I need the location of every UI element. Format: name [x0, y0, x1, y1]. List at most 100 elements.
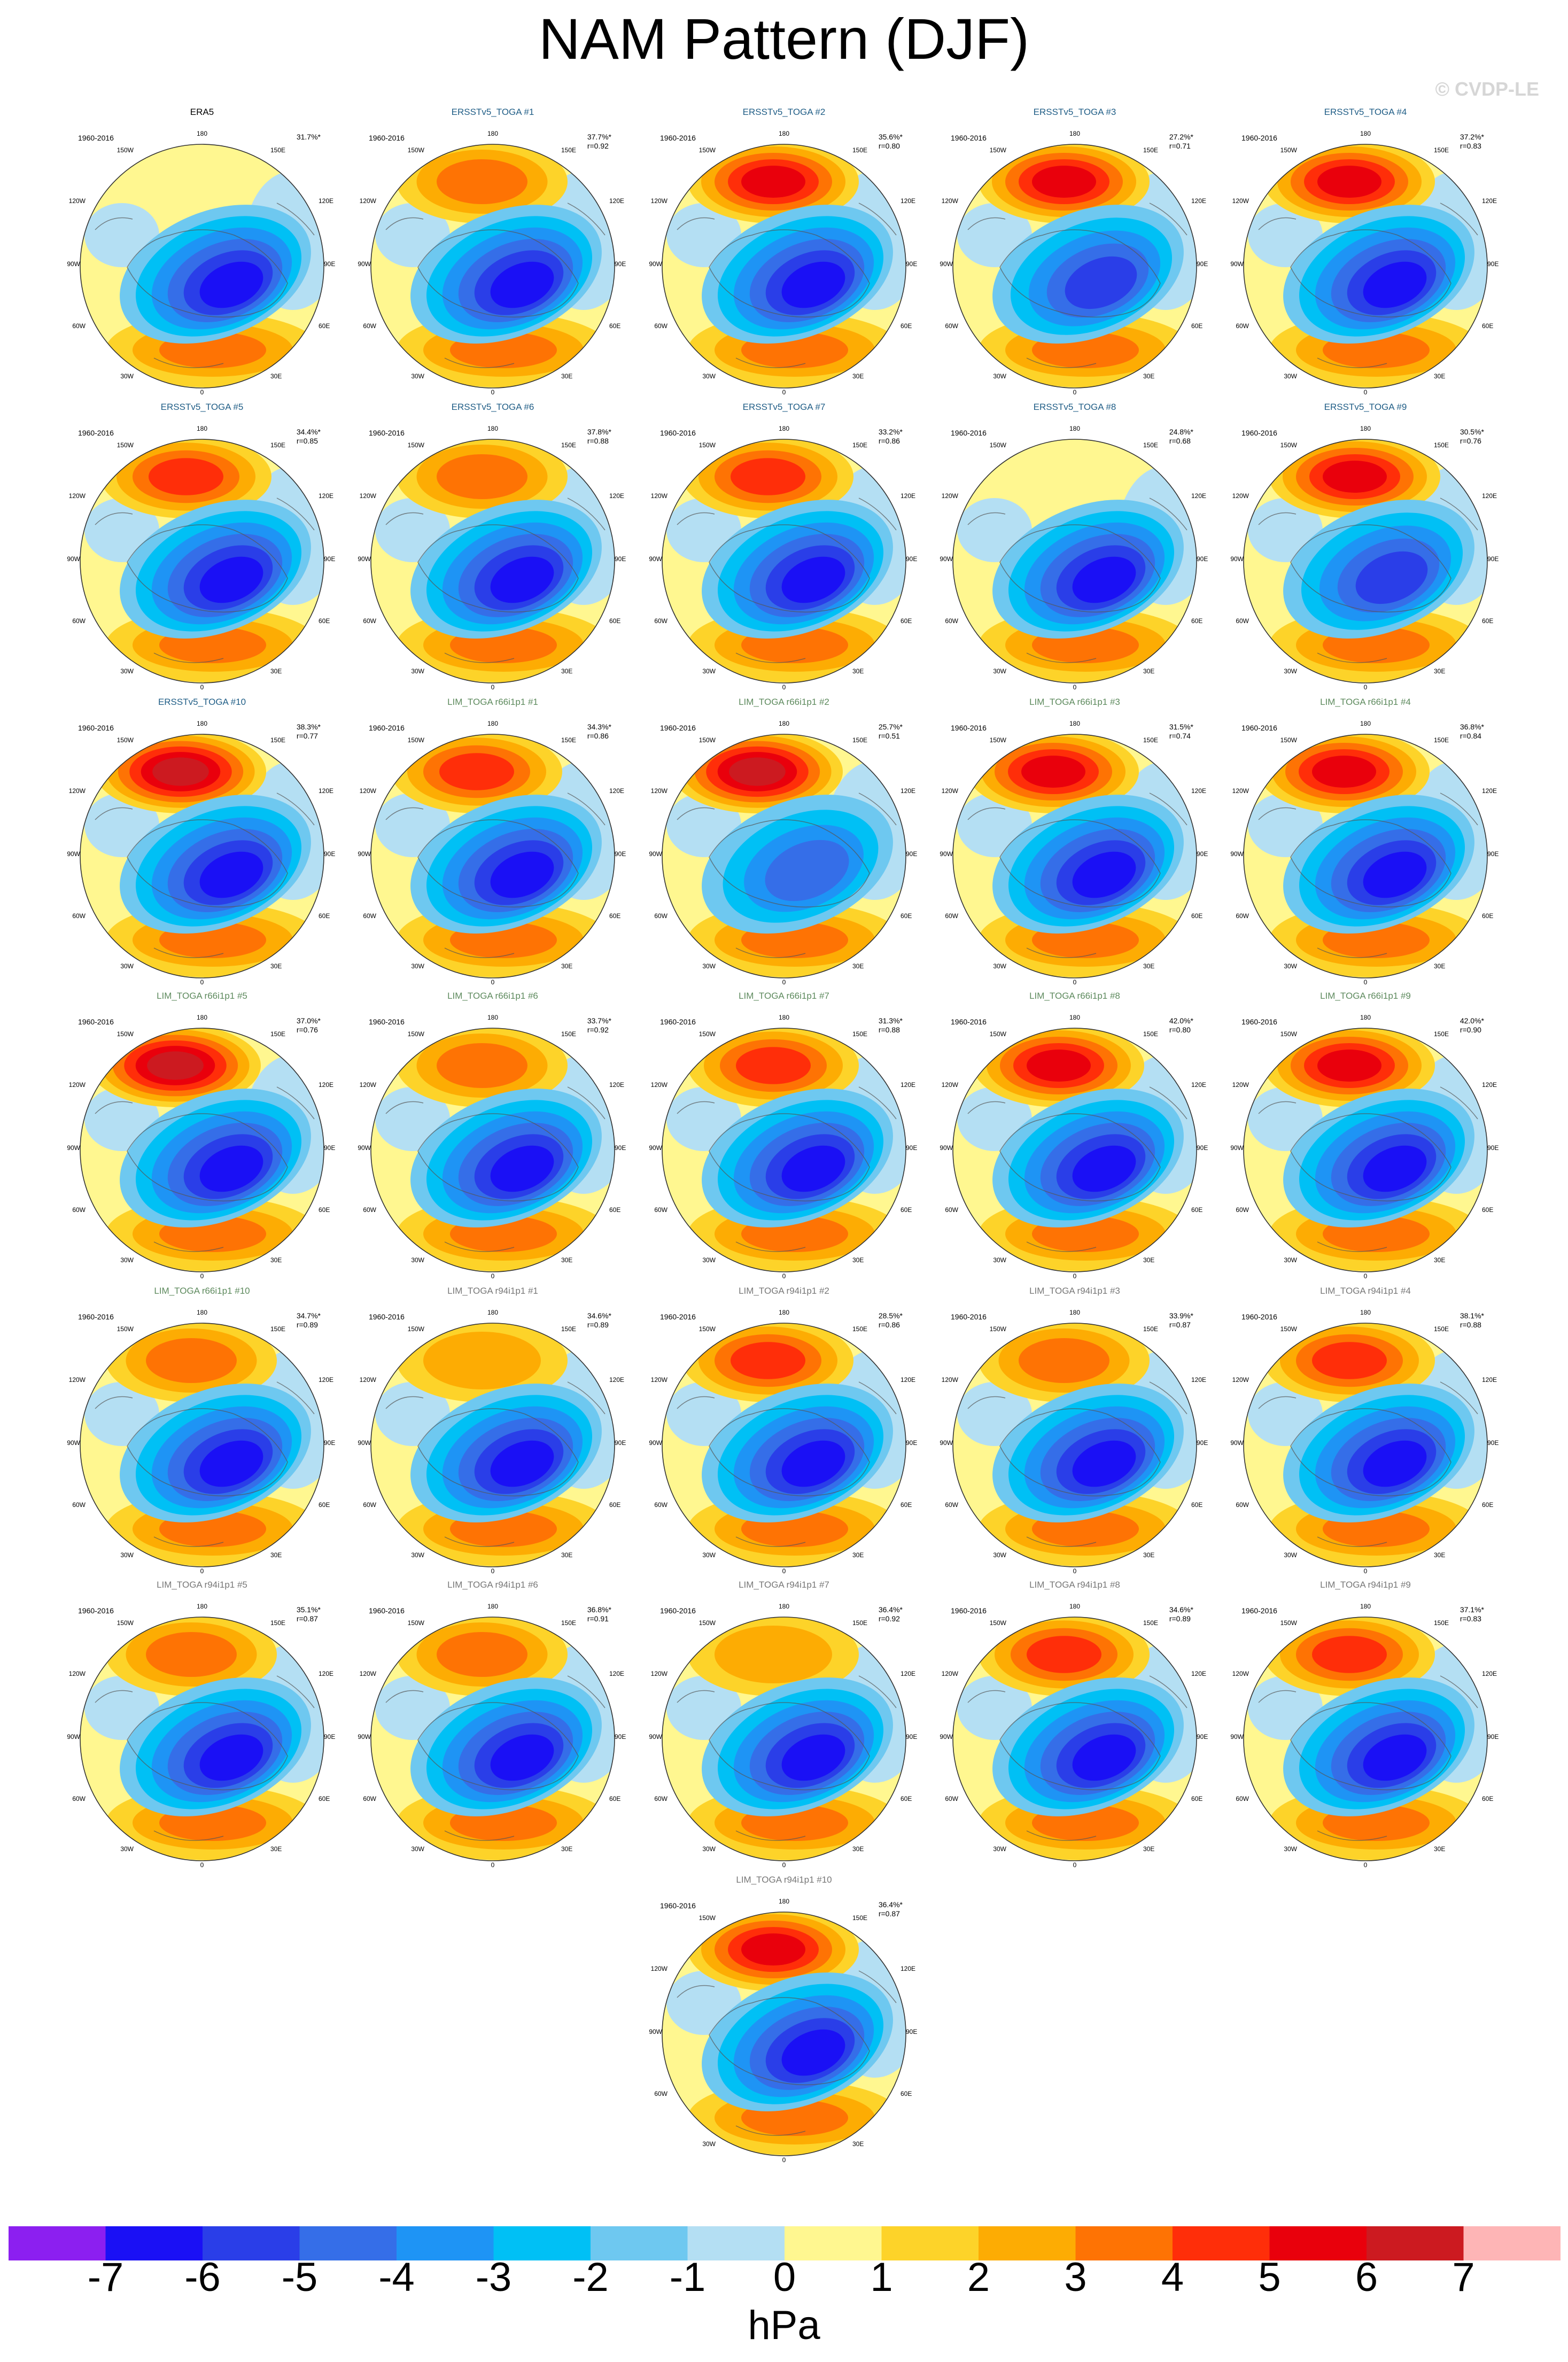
colorbar-tick-label: -4 [378, 2255, 415, 2300]
panel-variance: 34.7%* r=0.89 [297, 1311, 321, 1330]
polar-map: 180 150W 150E 120W 120E 90W 90E 60W 60E 30W 30E 0 [649, 425, 917, 691]
longitude-label: 180 [197, 425, 207, 432]
polar-map: 180 150W 150E 120W 120E 90W 90E 60W 60E 30W 30E 0 [940, 425, 1208, 691]
longitude-label: 150W [117, 146, 134, 154]
longitude-label: 180 [487, 1309, 498, 1316]
variance-explained: 33.2%* [878, 428, 903, 436]
longitude-label: 0 [1073, 1861, 1077, 1869]
panel-title: LIM_TOGA r94i1p1 #6 [447, 1580, 538, 1590]
longitude-label: 150W [990, 1325, 1007, 1333]
longitude-label: 60W [654, 1795, 667, 1802]
longitude-label: 150W [408, 1030, 425, 1038]
longitude-label: 150E [561, 1030, 576, 1038]
panel-period: 1960-2016 [951, 429, 987, 437]
longitude-label: 90E [906, 850, 917, 858]
longitude-label: 180 [487, 1014, 498, 1021]
longitude-label: 90W [358, 1733, 371, 1741]
panel-variance: 36.4%* r=0.87 [879, 1900, 903, 1918]
variance-explained: 36.4%* [878, 1605, 903, 1614]
longitude-label: 120W [360, 1670, 377, 1677]
panel-period: 1960-2016 [660, 429, 696, 437]
longitude-label: 120W [942, 1376, 959, 1384]
polar-map: 180 150W 150E 120W 120E 90W 90E 60W 60E 30W 30E 0 [67, 1014, 335, 1280]
panel-title: LIM_TOGA r94i1p1 #3 [1029, 1286, 1120, 1296]
colorbar-tick-label: 6 [1355, 2255, 1378, 2300]
polar-map: 180 150W 150E 120W 120E 90W 90E 60W 60E 30W 30E 0 [67, 720, 335, 986]
longitude-label: 30W [411, 1551, 424, 1559]
longitude-label: 180 [779, 1603, 789, 1610]
variance-explained: 37.7%* [587, 133, 611, 141]
longitude-label: 60E [319, 912, 330, 920]
panel-title: ERSSTv5_TOGA #3 [1033, 107, 1116, 117]
longitude-label: 90E [1487, 1733, 1499, 1741]
longitude-label: 60E [901, 322, 912, 330]
longitude-label: 0 [782, 683, 786, 691]
map-panel: 180 150W 150E 120W 120E 90W 90E 60W 60E 30W 30E 0 LI… [1227, 1286, 1504, 1575]
longitude-label: 90E [906, 555, 917, 563]
map-panel: 180 150W 150E 120W 120E 90W 90E 60W 60E 30W 30E 0 ER… [936, 402, 1214, 691]
longitude-label: 150E [1143, 1030, 1158, 1038]
polar-map: 180 150W 150E 120W 120E 90W 90E 60W 60E 30W 30E 0 [649, 1603, 917, 1869]
longitude-label: 60W [654, 2090, 667, 2097]
longitude-label: 180 [487, 1603, 498, 1610]
longitude-label: 90E [1197, 260, 1208, 268]
longitude-label: 90E [324, 1144, 335, 1152]
longitude-label: 150E [561, 441, 576, 449]
longitude-label: 150W [117, 1325, 134, 1333]
longitude-label: 120E [1482, 1081, 1497, 1089]
longitude-label: 90W [67, 1439, 80, 1447]
colorbar-swatch [785, 2226, 882, 2260]
panel-period: 1960-2016 [951, 134, 987, 142]
map-panel: 180 150W 150E 120W 120E 90W 90E 60W 60E 30W 30E 0 ER… [645, 107, 923, 396]
longitude-label: 120W [1232, 1376, 1249, 1384]
panel-period: 1960-2016 [369, 1606, 405, 1615]
pattern-correlation: r=0.88 [1460, 1320, 1481, 1329]
longitude-label: 90W [67, 1733, 80, 1741]
panel-variance: 42.0%* r=0.80 [1169, 1016, 1193, 1035]
longitude-label: 150E [1143, 1325, 1158, 1333]
longitude-label: 180 [1069, 1309, 1080, 1316]
longitude-label: 30E [1143, 962, 1154, 970]
variance-explained: 31.7%* [296, 133, 321, 141]
longitude-label: 180 [1360, 720, 1371, 727]
colorbar-swatch [493, 2226, 591, 2260]
pattern-correlation: r=0.87 [878, 1909, 900, 1918]
longitude-label: 0 [491, 1861, 495, 1869]
longitude-label: 90W [358, 1144, 371, 1152]
longitude-label: 150E [852, 441, 867, 449]
panel-period: 1960-2016 [660, 1312, 696, 1321]
longitude-label: 60E [609, 1795, 620, 1802]
panel-period: 1960-2016 [951, 1606, 987, 1615]
longitude-label: 90W [1230, 1733, 1244, 1741]
longitude-label: 120E [901, 1081, 915, 1089]
longitude-label: 30E [852, 372, 864, 380]
longitude-label: 180 [1069, 1603, 1080, 1610]
longitude-label: 120W [69, 197, 86, 205]
longitude-label: 30E [1434, 1551, 1445, 1559]
longitude-label: 90E [1197, 1439, 1208, 1447]
longitude-label: 180 [779, 425, 789, 432]
panel-period: 1960-2016 [1241, 724, 1277, 732]
panel-variance: 24.8%* r=0.68 [1169, 428, 1193, 446]
variance-explained: 33.9%* [1169, 1311, 1193, 1320]
longitude-label: 120W [942, 1081, 959, 1089]
panel-period: 1960-2016 [369, 1312, 405, 1321]
longitude-label: 90W [649, 1733, 662, 1741]
longitude-label: 150W [699, 1619, 716, 1627]
longitude-label: 0 [1364, 1272, 1368, 1280]
colorbar-tick-label: -7 [87, 2255, 124, 2300]
panel-variance: 36.8%* r=0.84 [1460, 722, 1484, 741]
variance-explained: 34.7%* [296, 1311, 321, 1320]
longitude-label: 0 [782, 2156, 786, 2164]
longitude-label: 60W [1236, 1206, 1249, 1214]
colorbar-tick-label: 1 [870, 2255, 893, 2300]
longitude-label: 90W [940, 555, 953, 563]
longitude-label: 120W [651, 1965, 668, 1972]
polar-map: 180 150W 150E 120W 120E 90W 90E 60W 60E 30W 30E 0 [1230, 1309, 1499, 1575]
longitude-label: 120E [901, 492, 915, 500]
longitude-label: 60E [609, 1206, 620, 1214]
longitude-label: 180 [1069, 130, 1080, 137]
longitude-label: 150E [1434, 1325, 1449, 1333]
panel-title: ERSSTv5_TOGA #5 [160, 402, 244, 412]
longitude-label: 90W [1230, 850, 1244, 858]
